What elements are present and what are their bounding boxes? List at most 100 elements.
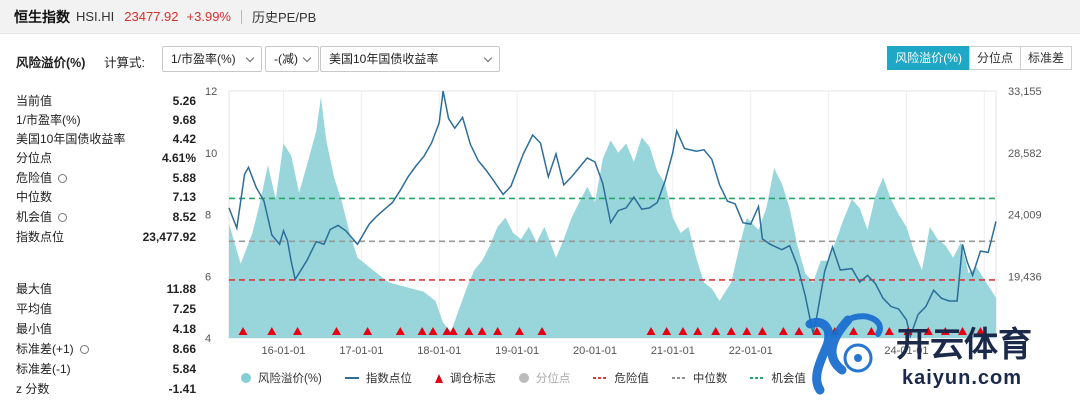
rebalance-marker[interactable] bbox=[537, 327, 547, 335]
gear-icon[interactable] bbox=[79, 345, 89, 354]
index-line[interactable] bbox=[228, 90, 997, 339]
watermark-logo-icon bbox=[805, 313, 883, 395]
divider bbox=[240, 9, 242, 24]
rebalance-marker[interactable] bbox=[693, 327, 703, 335]
tab-percentile[interactable]: 分位点 bbox=[968, 46, 1021, 70]
x-tick-label: 24-01-01 bbox=[884, 345, 928, 357]
rebalance-marker[interactable] bbox=[238, 327, 248, 335]
gear-icon[interactable] bbox=[58, 213, 68, 222]
select-denominator[interactable]: 美国10年国债收益率 bbox=[320, 46, 500, 72]
y-left-tick-label: 12 bbox=[205, 86, 217, 98]
chart-legend: 风险溢价(%) 指数点位 调仓标志 分位点 危险值 中位数 机会值 bbox=[240, 370, 828, 386]
price-change: +3.99% bbox=[186, 9, 231, 24]
rebalance-marker[interactable] bbox=[395, 327, 405, 335]
legend-item[interactable]: 风险溢价(%) bbox=[240, 370, 322, 386]
y-right-tick-label: 28,582 bbox=[1008, 148, 1042, 160]
risk-premium-area[interactable] bbox=[229, 97, 996, 338]
legend-swatch bbox=[518, 373, 529, 383]
stat-value: 11.88 bbox=[166, 282, 196, 296]
legend-label: 分位点 bbox=[535, 373, 571, 385]
stat-label-text: 标准差(+1) bbox=[16, 342, 74, 356]
rebalance-marker[interactable] bbox=[417, 327, 427, 335]
y-left-tick-label: 10 bbox=[205, 148, 217, 160]
legend-item[interactable]: 调仓标志 bbox=[434, 370, 496, 386]
rebalance-marker[interactable] bbox=[428, 327, 438, 335]
legend-label: 危险值 bbox=[614, 373, 649, 385]
rebalance-marker[interactable] bbox=[742, 327, 752, 335]
legend-swatch-shape bbox=[241, 373, 251, 383]
x-tick-label: 18-01-01 bbox=[417, 345, 461, 357]
legend-item[interactable]: 分位点 bbox=[518, 370, 571, 386]
rebalance-marker[interactable] bbox=[726, 327, 736, 335]
formula-label: 计算式: bbox=[104, 56, 145, 70]
rebalance-marker[interactable] bbox=[958, 327, 968, 335]
stat-value: 4.61% bbox=[161, 151, 196, 165]
legend-swatch bbox=[434, 374, 443, 383]
stat-row: 标准差(-1) 5.84 bbox=[16, 360, 196, 378]
select-operator[interactable]: -(减) bbox=[265, 46, 319, 72]
rebalance-marker[interactable] bbox=[662, 327, 672, 335]
rebalance-marker[interactable] bbox=[903, 327, 913, 335]
x-tick-label: 21-01-01 bbox=[651, 345, 695, 357]
rebalance-marker[interactable] bbox=[778, 327, 788, 335]
stat-value: 9.68 bbox=[172, 113, 196, 127]
legend-label: 指数点位 bbox=[365, 373, 412, 385]
rebalance-marker[interactable] bbox=[646, 327, 656, 335]
stat-row: 当前值 5.26 bbox=[16, 92, 196, 110]
x-tick-label: 20-01-01 bbox=[573, 345, 617, 357]
legend-item[interactable]: 指数点位 bbox=[344, 370, 412, 386]
select-numerator[interactable]: 1/市盈率(%) bbox=[162, 46, 262, 72]
tab-risk-premium[interactable]: 风险溢价(%) bbox=[887, 46, 970, 70]
rebalance-marker[interactable] bbox=[812, 327, 822, 335]
rebalance-marker[interactable] bbox=[923, 327, 933, 335]
rebalance-marker[interactable] bbox=[363, 327, 373, 335]
rebalance-marker[interactable] bbox=[514, 327, 524, 335]
rebalance-marker[interactable] bbox=[678, 327, 688, 335]
stat-row: 最大值 11.88 bbox=[16, 280, 196, 298]
rebalance-marker[interactable] bbox=[293, 327, 303, 335]
rebalance-marker[interactable] bbox=[493, 327, 503, 335]
legend-label: 中位数 bbox=[692, 373, 728, 385]
stat-row: 危险值 5.88 bbox=[16, 169, 196, 187]
stat-row: 分位点 4.61% bbox=[16, 149, 196, 167]
rebalance-marker[interactable] bbox=[884, 327, 894, 335]
stat-label: 标准差(+1) bbox=[16, 340, 89, 358]
rebalance-marker[interactable] bbox=[331, 327, 341, 335]
rebalance-marker[interactable] bbox=[477, 327, 487, 335]
legend-label: 机会值 bbox=[771, 373, 806, 385]
select-numerator-value: 1/市盈率(%) bbox=[171, 52, 236, 66]
legend-label: 调仓标志 bbox=[449, 373, 496, 385]
rebalance-marker[interactable] bbox=[757, 327, 767, 335]
stat-value: 7.25 bbox=[172, 302, 196, 316]
rebalance-marker[interactable] bbox=[866, 327, 876, 335]
gear-icon[interactable] bbox=[58, 174, 68, 183]
rebalance-marker[interactable] bbox=[464, 327, 474, 335]
rebalance-marker[interactable] bbox=[442, 327, 452, 335]
rebalance-marker[interactable] bbox=[448, 327, 458, 335]
stat-label: 中位数 bbox=[16, 190, 53, 204]
legend-item[interactable]: 危险值 bbox=[592, 370, 649, 386]
legend-item[interactable]: 机会值 bbox=[749, 370, 806, 386]
stat-value: 8.52 bbox=[172, 210, 196, 224]
rebalance-marker[interactable] bbox=[711, 327, 721, 335]
history-pe-pb-link[interactable]: 历史PE/PB bbox=[251, 10, 317, 25]
header-bar: 恒生指数 HSI.HI 23477.92 +3.99% 历史PE/PB bbox=[0, 0, 1080, 34]
legend-swatch bbox=[671, 377, 686, 379]
stat-row: 标准差(+1) 8.66 bbox=[16, 340, 196, 358]
rebalance-marker[interactable] bbox=[940, 327, 950, 335]
x-tick-label: 17-01-01 bbox=[339, 345, 383, 357]
tab-std-dev[interactable]: 标准差 bbox=[1019, 46, 1072, 70]
stat-label: 最小值 bbox=[16, 322, 53, 336]
legend-swatch-shape bbox=[518, 373, 529, 383]
rebalance-marker[interactable] bbox=[849, 327, 859, 335]
stat-row: 中位数 7.13 bbox=[16, 188, 196, 206]
rebalance-marker[interactable] bbox=[267, 327, 277, 335]
legend-swatch-shape bbox=[434, 374, 443, 383]
select-denominator-value: 美国10年国债收益率 bbox=[329, 52, 439, 66]
y-right-tick-label: 24,009 bbox=[1008, 210, 1042, 222]
rebalance-marker[interactable] bbox=[975, 327, 985, 335]
rebalance-marker[interactable] bbox=[794, 327, 804, 335]
chart-title: 风险溢价(%) bbox=[16, 56, 86, 70]
legend-item[interactable]: 中位数 bbox=[671, 370, 728, 386]
